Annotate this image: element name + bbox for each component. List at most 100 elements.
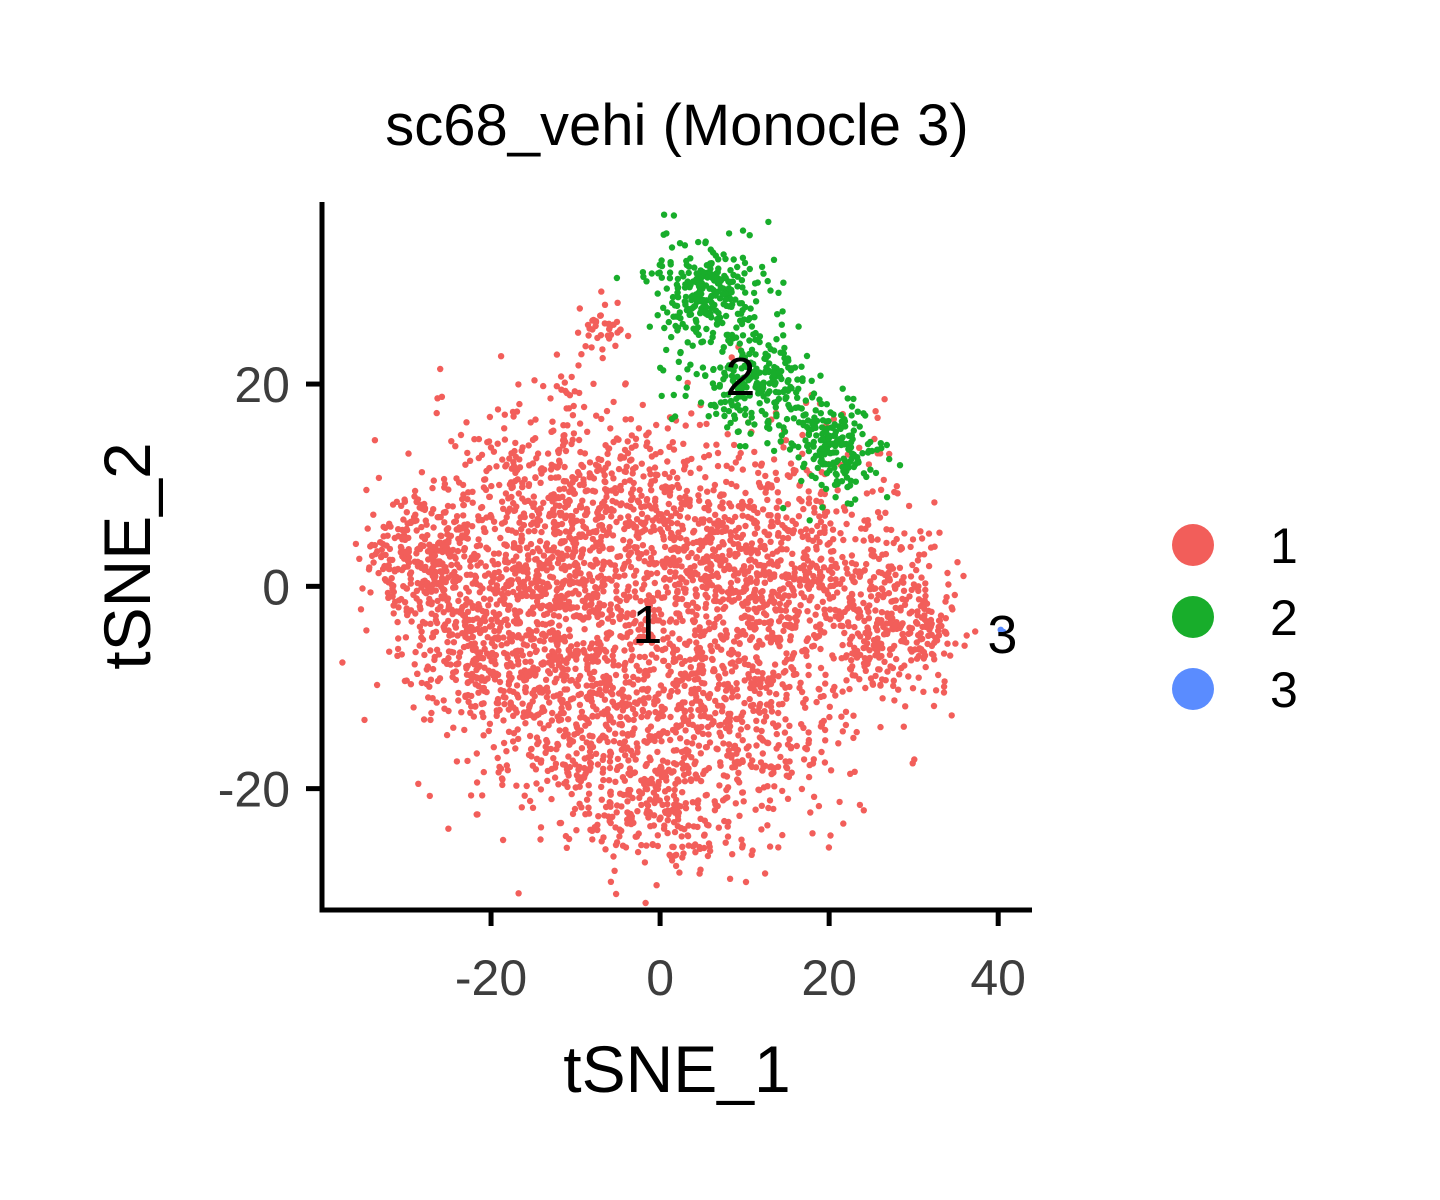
point-cluster-1 xyxy=(565,598,573,606)
point-cluster-1 xyxy=(591,590,598,597)
point-cluster-1 xyxy=(732,527,739,534)
point-cluster-1 xyxy=(674,688,681,695)
point-cluster-1 xyxy=(652,708,659,716)
point-cluster-1 xyxy=(603,487,611,494)
point-cluster-2 xyxy=(747,430,754,437)
point-cluster-1 xyxy=(902,596,910,604)
point-cluster-1 xyxy=(805,729,812,736)
point-cluster-1 xyxy=(512,439,519,447)
point-cluster-1 xyxy=(419,505,426,512)
point-cluster-1 xyxy=(530,635,537,642)
point-cluster-1 xyxy=(701,706,709,713)
point-cluster-1 xyxy=(650,822,658,829)
point-cluster-1 xyxy=(624,809,631,816)
point-cluster-1 xyxy=(363,627,370,634)
point-cluster-1 xyxy=(654,770,661,777)
point-cluster-1 xyxy=(567,650,574,658)
point-cluster-1 xyxy=(692,586,699,593)
point-cluster-2 xyxy=(717,285,725,292)
point-cluster-2 xyxy=(817,372,824,379)
point-cluster-1 xyxy=(712,709,719,717)
point-cluster-1 xyxy=(668,513,675,520)
point-cluster-1 xyxy=(378,546,385,553)
point-cluster-1 xyxy=(585,810,593,817)
point-cluster-2 xyxy=(819,435,827,442)
point-cluster-1 xyxy=(900,723,907,730)
point-cluster-1 xyxy=(622,416,629,423)
point-cluster-1 xyxy=(560,733,567,740)
point-cluster-1 xyxy=(513,503,520,510)
point-cluster-1 xyxy=(781,729,789,736)
point-cluster-1 xyxy=(542,743,549,750)
point-cluster-1 xyxy=(513,653,521,660)
point-cluster-1 xyxy=(416,623,424,630)
point-cluster-1 xyxy=(479,585,486,592)
point-cluster-2 xyxy=(758,407,765,415)
point-cluster-1 xyxy=(893,483,900,490)
point-cluster-1 xyxy=(703,585,710,592)
point-cluster-1 xyxy=(458,525,465,532)
point-cluster-1 xyxy=(591,668,598,675)
point-cluster-1 xyxy=(783,691,790,698)
point-cluster-1 xyxy=(610,438,617,446)
point-cluster-1 xyxy=(525,481,533,488)
point-cluster-1 xyxy=(722,687,730,694)
point-cluster-2 xyxy=(669,293,677,301)
point-cluster-1 xyxy=(942,598,949,605)
point-cluster-1 xyxy=(674,595,682,603)
point-cluster-1 xyxy=(699,669,706,677)
point-cluster-1 xyxy=(692,758,699,765)
point-cluster-1 xyxy=(696,662,704,669)
point-cluster-1 xyxy=(777,753,784,761)
point-cluster-1 xyxy=(654,645,661,652)
point-cluster-1 xyxy=(545,653,553,660)
point-cluster-1 xyxy=(573,641,581,648)
point-cluster-1 xyxy=(827,575,834,583)
point-cluster-2 xyxy=(671,413,679,420)
point-cluster-1 xyxy=(940,689,948,696)
point-cluster-2 xyxy=(674,285,681,292)
point-cluster-1 xyxy=(556,660,563,667)
axes xyxy=(319,202,1032,913)
point-cluster-1 xyxy=(773,730,780,738)
point-cluster-1 xyxy=(917,636,924,643)
point-cluster-2 xyxy=(780,279,787,286)
point-cluster-1 xyxy=(746,636,754,644)
point-cluster-1 xyxy=(606,325,613,333)
point-cluster-1 xyxy=(693,554,701,561)
point-cluster-1 xyxy=(657,448,664,456)
point-cluster-1 xyxy=(511,447,518,455)
point-cluster-1 xyxy=(441,547,448,554)
point-cluster-1 xyxy=(752,547,759,554)
point-cluster-1 xyxy=(455,697,462,704)
point-cluster-1 xyxy=(803,746,811,753)
point-cluster-1 xyxy=(383,542,390,549)
point-cluster-1 xyxy=(580,523,587,530)
point-cluster-1 xyxy=(732,459,739,466)
point-cluster-2 xyxy=(751,280,759,287)
point-cluster-2 xyxy=(717,399,725,406)
point-cluster-1 xyxy=(696,497,703,504)
point-cluster-1 xyxy=(455,689,462,697)
point-cluster-1 xyxy=(567,696,575,703)
point-cluster-1 xyxy=(670,446,678,453)
point-cluster-1 xyxy=(768,633,775,640)
point-cluster-1 xyxy=(605,631,613,639)
point-cluster-1 xyxy=(515,490,522,497)
point-cluster-1 xyxy=(538,689,546,696)
point-cluster-1 xyxy=(719,539,726,546)
point-cluster-1 xyxy=(540,552,548,559)
point-cluster-1 xyxy=(494,440,501,447)
point-cluster-1 xyxy=(523,712,531,719)
point-cluster-1 xyxy=(587,753,595,760)
point-cluster-1 xyxy=(632,464,639,471)
point-cluster-2 xyxy=(719,319,726,327)
point-cluster-1 xyxy=(815,579,822,587)
point-cluster-1 xyxy=(518,804,525,811)
point-cluster-1 xyxy=(676,677,684,685)
point-cluster-1 xyxy=(660,825,668,832)
point-cluster-1 xyxy=(566,488,573,495)
point-cluster-2 xyxy=(704,274,711,281)
point-cluster-1 xyxy=(503,762,510,769)
point-cluster-2 xyxy=(724,424,731,431)
